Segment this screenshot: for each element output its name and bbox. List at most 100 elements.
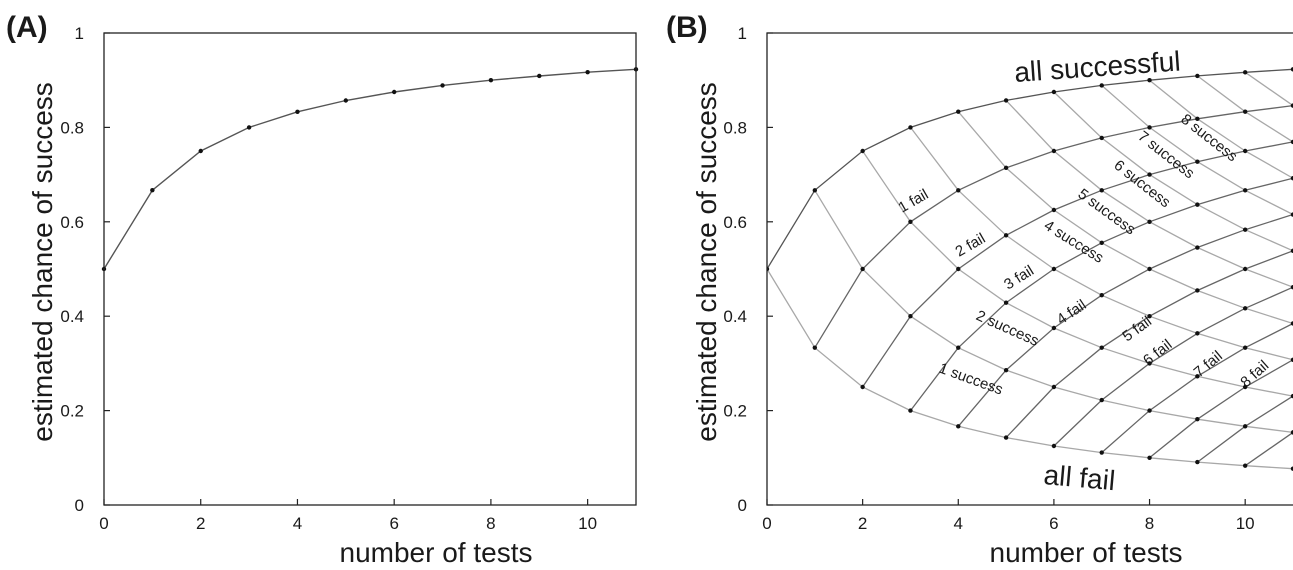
panel-b-x-tick-label: 6 <box>1049 514 1058 533</box>
panel-b-data-point <box>1195 116 1200 122</box>
panel-b-success-curve <box>1244 71 1293 107</box>
panel-b-success-curve <box>957 111 1293 325</box>
panel-b-fail-label: 2 fail <box>953 230 989 261</box>
panel-b-data-point <box>1195 202 1200 207</box>
panel-b-data-point <box>1099 345 1104 350</box>
panel-b-success-curve <box>1053 91 1293 252</box>
panel-b-data-point <box>1242 109 1248 114</box>
panel-b-data-point <box>908 219 913 224</box>
panel-b-plot-area <box>767 67 1293 471</box>
panel-b-data-point <box>1147 361 1152 366</box>
panel-b-fail-curve <box>957 213 1293 427</box>
panel-b-data-point <box>1099 188 1104 193</box>
panel-b-data-point <box>1195 288 1200 293</box>
panel-b-data-point <box>908 408 913 413</box>
panel-a: (A) 0 2 4 6 8 10 0 0.2 0.4 0.6 0.8 1 number of test… <box>6 11 639 568</box>
panel-b-data-point <box>1003 435 1009 440</box>
panel-b-success-label: 2 success <box>973 307 1041 350</box>
panel-b-data-point <box>860 384 865 390</box>
panel-b-y-tick-label: 0.4 <box>723 307 747 326</box>
panel-a-y-tick-label: 0.8 <box>60 118 84 137</box>
panel-b-data-point <box>1051 443 1057 449</box>
panel-b-data-point <box>908 314 913 319</box>
panel-b-data-point <box>1242 424 1248 429</box>
panel-a-data-point <box>440 83 445 88</box>
panel-a-data-point <box>198 148 203 154</box>
panel-a-x-tick-label: 0 <box>99 514 108 533</box>
panel-b-data-point <box>1099 293 1104 298</box>
panel-b-x-axis-title: number of tests <box>990 537 1183 568</box>
panel-b-fail-curve <box>1197 395 1293 463</box>
panel-a-y-tick-label: 0.2 <box>60 402 84 421</box>
panel-b-fail-curve <box>1244 431 1293 467</box>
panel-a-data-point <box>537 73 542 79</box>
panel-b-fail-label: 6 fail <box>1140 336 1175 369</box>
panel-b-data-point <box>1290 248 1293 254</box>
panel-b-data-point <box>1242 227 1248 232</box>
panel-b-data-point <box>1195 73 1200 79</box>
panel-b-data-point <box>1242 188 1248 193</box>
panel-b-data-point <box>1003 367 1009 373</box>
panel-b-x-tick-label: 4 <box>954 514 963 533</box>
panel-b-data-point <box>1195 331 1200 336</box>
panel-b-success-curve <box>1101 84 1293 216</box>
panel-b-label: (B) <box>666 11 708 44</box>
panel-b-x-tick-label: 10 <box>1236 514 1255 533</box>
panel-b-data-point <box>812 345 818 350</box>
panel-b-data-point <box>1147 78 1152 83</box>
panel-b-data-point <box>1195 159 1200 164</box>
panel-b-data-point <box>1051 384 1057 390</box>
panel-b-y-tick-label: 0 <box>738 496 747 515</box>
panel-b-fail-curve <box>767 68 1293 270</box>
panel-a-x-tick-label: 8 <box>486 514 495 533</box>
panel-b-success-curve <box>767 268 1293 470</box>
panel-a-x-tick-label: 2 <box>196 514 205 533</box>
panel-b-data-point <box>860 148 865 154</box>
panel-b-success-curve <box>1149 79 1293 179</box>
panel-b-fail-curve <box>862 141 1293 388</box>
panel-b-y-tick-label: 0.8 <box>723 118 747 137</box>
panel-b-data-point <box>1242 345 1248 350</box>
panel-b-data-point <box>1051 89 1057 95</box>
panel-b-data-point <box>1147 125 1152 130</box>
panel-b-data-point <box>812 188 818 193</box>
panel-b: (B) 0 2 4 6 8 10 0 0.2 0.4 0.6 0.8 1 number of test… <box>666 11 1293 568</box>
panel-b-x-tick-label: 2 <box>858 514 867 533</box>
panel-a-plot-area <box>101 67 639 272</box>
panel-a-data-point <box>488 78 494 83</box>
panel-b-fail-label: 4 fail <box>1054 297 1090 329</box>
panel-a-x-tick-label: 6 <box>389 514 398 533</box>
panel-b-fail-curve <box>1149 359 1293 459</box>
panel-b-success-label: 8 success <box>1178 111 1241 165</box>
panel-a-data-point <box>343 98 349 103</box>
panel-b-data-point <box>956 345 961 350</box>
panel-b-data-point <box>1242 306 1248 311</box>
panel-b-data-point <box>1147 172 1152 177</box>
panel-a-y-tick-label: 1 <box>75 24 84 43</box>
panel-b-data-point <box>1242 384 1248 390</box>
panel-b-data-point <box>1290 430 1293 435</box>
panel-a-x-tick-label: 4 <box>293 514 302 533</box>
panel-b-data-point <box>1242 148 1248 154</box>
panel-b-data-point <box>1051 207 1057 213</box>
panel-b-data-point <box>1003 233 1009 238</box>
panel-a-y-tick-label: 0 <box>75 496 84 515</box>
panel-a-x-tick-label: 10 <box>578 514 597 533</box>
panel-a-ticks: 0 2 4 6 8 10 0 0.2 0.4 0.6 0.8 1 <box>60 24 597 533</box>
panel-b-data-point <box>1290 393 1293 399</box>
panel-b-data-point <box>1290 176 1293 181</box>
panel-b-data-point <box>1290 321 1293 326</box>
panel-b-data-point <box>1290 67 1293 72</box>
panel-a-data-point <box>391 89 397 95</box>
panel-a-x-axis-title: number of tests <box>340 537 533 568</box>
panel-b-plot-frame <box>766 32 1293 506</box>
panel-b-data-point <box>1290 103 1293 108</box>
panel-b-y-tick-label: 1 <box>738 24 747 43</box>
panel-b-data-point <box>1195 374 1200 379</box>
panel-b-data-point <box>956 266 961 272</box>
panel-b-data-point <box>1051 266 1057 272</box>
panel-b-y-tick-label: 0.2 <box>723 402 747 421</box>
panel-b-data-point <box>1195 416 1200 422</box>
panel-a-label: (A) <box>6 11 48 44</box>
panel-b-data-point <box>1099 397 1104 403</box>
